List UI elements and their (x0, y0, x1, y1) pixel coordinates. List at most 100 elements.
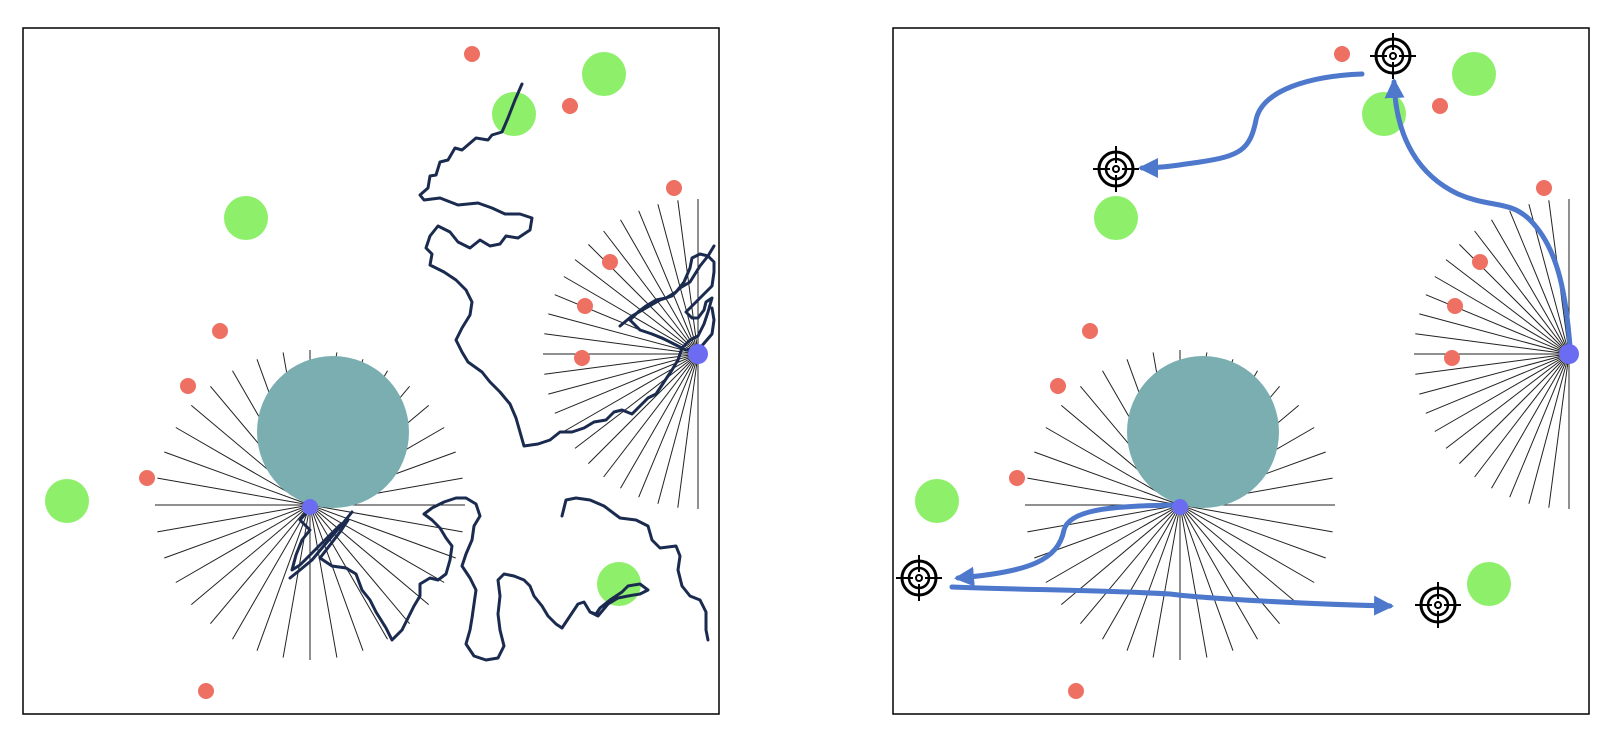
sensor-ray (657, 204, 699, 355)
left-agent-upper (688, 344, 708, 364)
sensor-ray (548, 353, 699, 395)
sensor-ray (1509, 353, 1570, 498)
sensor-ray (574, 259, 699, 355)
sensor-ray (309, 504, 430, 605)
right-red-point (1050, 378, 1066, 394)
left-red-point (139, 470, 155, 486)
sensor-ray (1179, 504, 1300, 605)
sensor-ray (638, 210, 699, 355)
sensor-ray (563, 353, 699, 432)
sensor-ray (157, 504, 311, 533)
sensor-ray (1126, 504, 1181, 651)
sensor-ray (677, 353, 699, 508)
sensor-ray (1045, 504, 1181, 583)
sensor-ray (1434, 353, 1570, 432)
sensor-ray (1080, 504, 1181, 625)
sensor-ray (657, 353, 699, 504)
sensor-ray (1491, 219, 1570, 355)
sensor-ray (574, 353, 699, 449)
sensor-ray (309, 504, 445, 583)
right-red-point (1068, 683, 1084, 699)
sensor-ray (1474, 353, 1570, 478)
sensor-ray (1179, 504, 1333, 533)
sensor-ray (309, 504, 463, 533)
right-panel (892, 27, 1590, 715)
crosshair-target-icon (1093, 146, 1139, 192)
sensor-ray (1179, 504, 1315, 583)
sensor-ray (620, 353, 699, 489)
sensor-ray (588, 353, 699, 464)
sensor-ray (1548, 353, 1570, 508)
sensor-ray (677, 200, 699, 355)
left-red-point (562, 98, 578, 114)
sensor-ray (1474, 230, 1570, 355)
sensor-ray (603, 230, 699, 355)
sensor-ray (1027, 477, 1181, 506)
sensor-ray (1419, 313, 1570, 355)
left-red-point (180, 378, 196, 394)
sensor-ray (1459, 353, 1570, 464)
sensor-ray (309, 504, 364, 651)
sensor-ray (309, 504, 388, 640)
sensor-ray (256, 504, 311, 651)
route-agent-to-top-target (1384, 78, 1573, 349)
sensor-ray (1509, 210, 1570, 355)
left-red-point (577, 298, 593, 314)
crosshair-target-icon (1370, 33, 1416, 79)
right-green-region (1452, 52, 1496, 96)
sensor-ray (309, 504, 338, 658)
sensor-ray (1434, 276, 1570, 355)
sensor-ray (1179, 504, 1208, 658)
sensor-ray (1060, 504, 1181, 605)
sensor-ray (1425, 353, 1570, 414)
right-sensor-fan-right (1414, 199, 1570, 509)
sensor-ray (309, 504, 410, 625)
right-red-point (1447, 298, 1463, 314)
left-panel (22, 27, 720, 715)
sensor-ray (1027, 504, 1181, 533)
sensor-ray (1445, 259, 1570, 355)
sensor-ray (232, 504, 311, 640)
left-trajectory-lower-b (560, 496, 710, 642)
sensor-ray (1179, 504, 1258, 640)
sensor-ray (1034, 451, 1181, 506)
sensor-ray (210, 504, 311, 625)
sensor-ray (282, 504, 311, 658)
left-green-region (224, 196, 268, 240)
sensor-ray (548, 313, 699, 355)
sensor-ray (1445, 353, 1570, 449)
right-red-point (1444, 350, 1460, 366)
left-green-region (582, 52, 626, 96)
left-trajectory-upper (418, 82, 716, 448)
sensor-ray (638, 353, 699, 498)
right-green-region (915, 479, 959, 523)
sensor-ray (603, 353, 699, 478)
left-red-point (198, 683, 214, 699)
left-trajectory-loop (618, 244, 716, 328)
crosshair-target-icon (896, 555, 942, 601)
sensor-ray (1102, 504, 1181, 640)
sensor-ray (175, 504, 311, 583)
route-top-to-upper-left-target (1138, 71, 1365, 178)
right-red-point (1536, 180, 1552, 196)
right-red-point (1334, 46, 1350, 62)
right-red-point (1472, 254, 1488, 270)
sensor-ray (544, 333, 699, 355)
sensor-ray (190, 504, 311, 605)
left-green-region (492, 92, 536, 136)
left-red-point (464, 46, 480, 62)
sensor-ray (164, 504, 311, 559)
left-red-point (212, 323, 228, 339)
sensor-ray (1152, 504, 1181, 658)
sensor-ray (164, 451, 311, 506)
sensor-ray (544, 353, 699, 375)
right-green-region (1467, 562, 1511, 606)
sensor-ray (1528, 353, 1570, 504)
sensor-ray (1415, 333, 1570, 355)
sensor-ray (1034, 504, 1181, 559)
route-lower-agent-to-left-target (954, 502, 1181, 587)
left-green-region (45, 479, 89, 523)
route-left-target-to-lower-right-target (949, 584, 1394, 616)
sensor-ray (1179, 504, 1280, 625)
